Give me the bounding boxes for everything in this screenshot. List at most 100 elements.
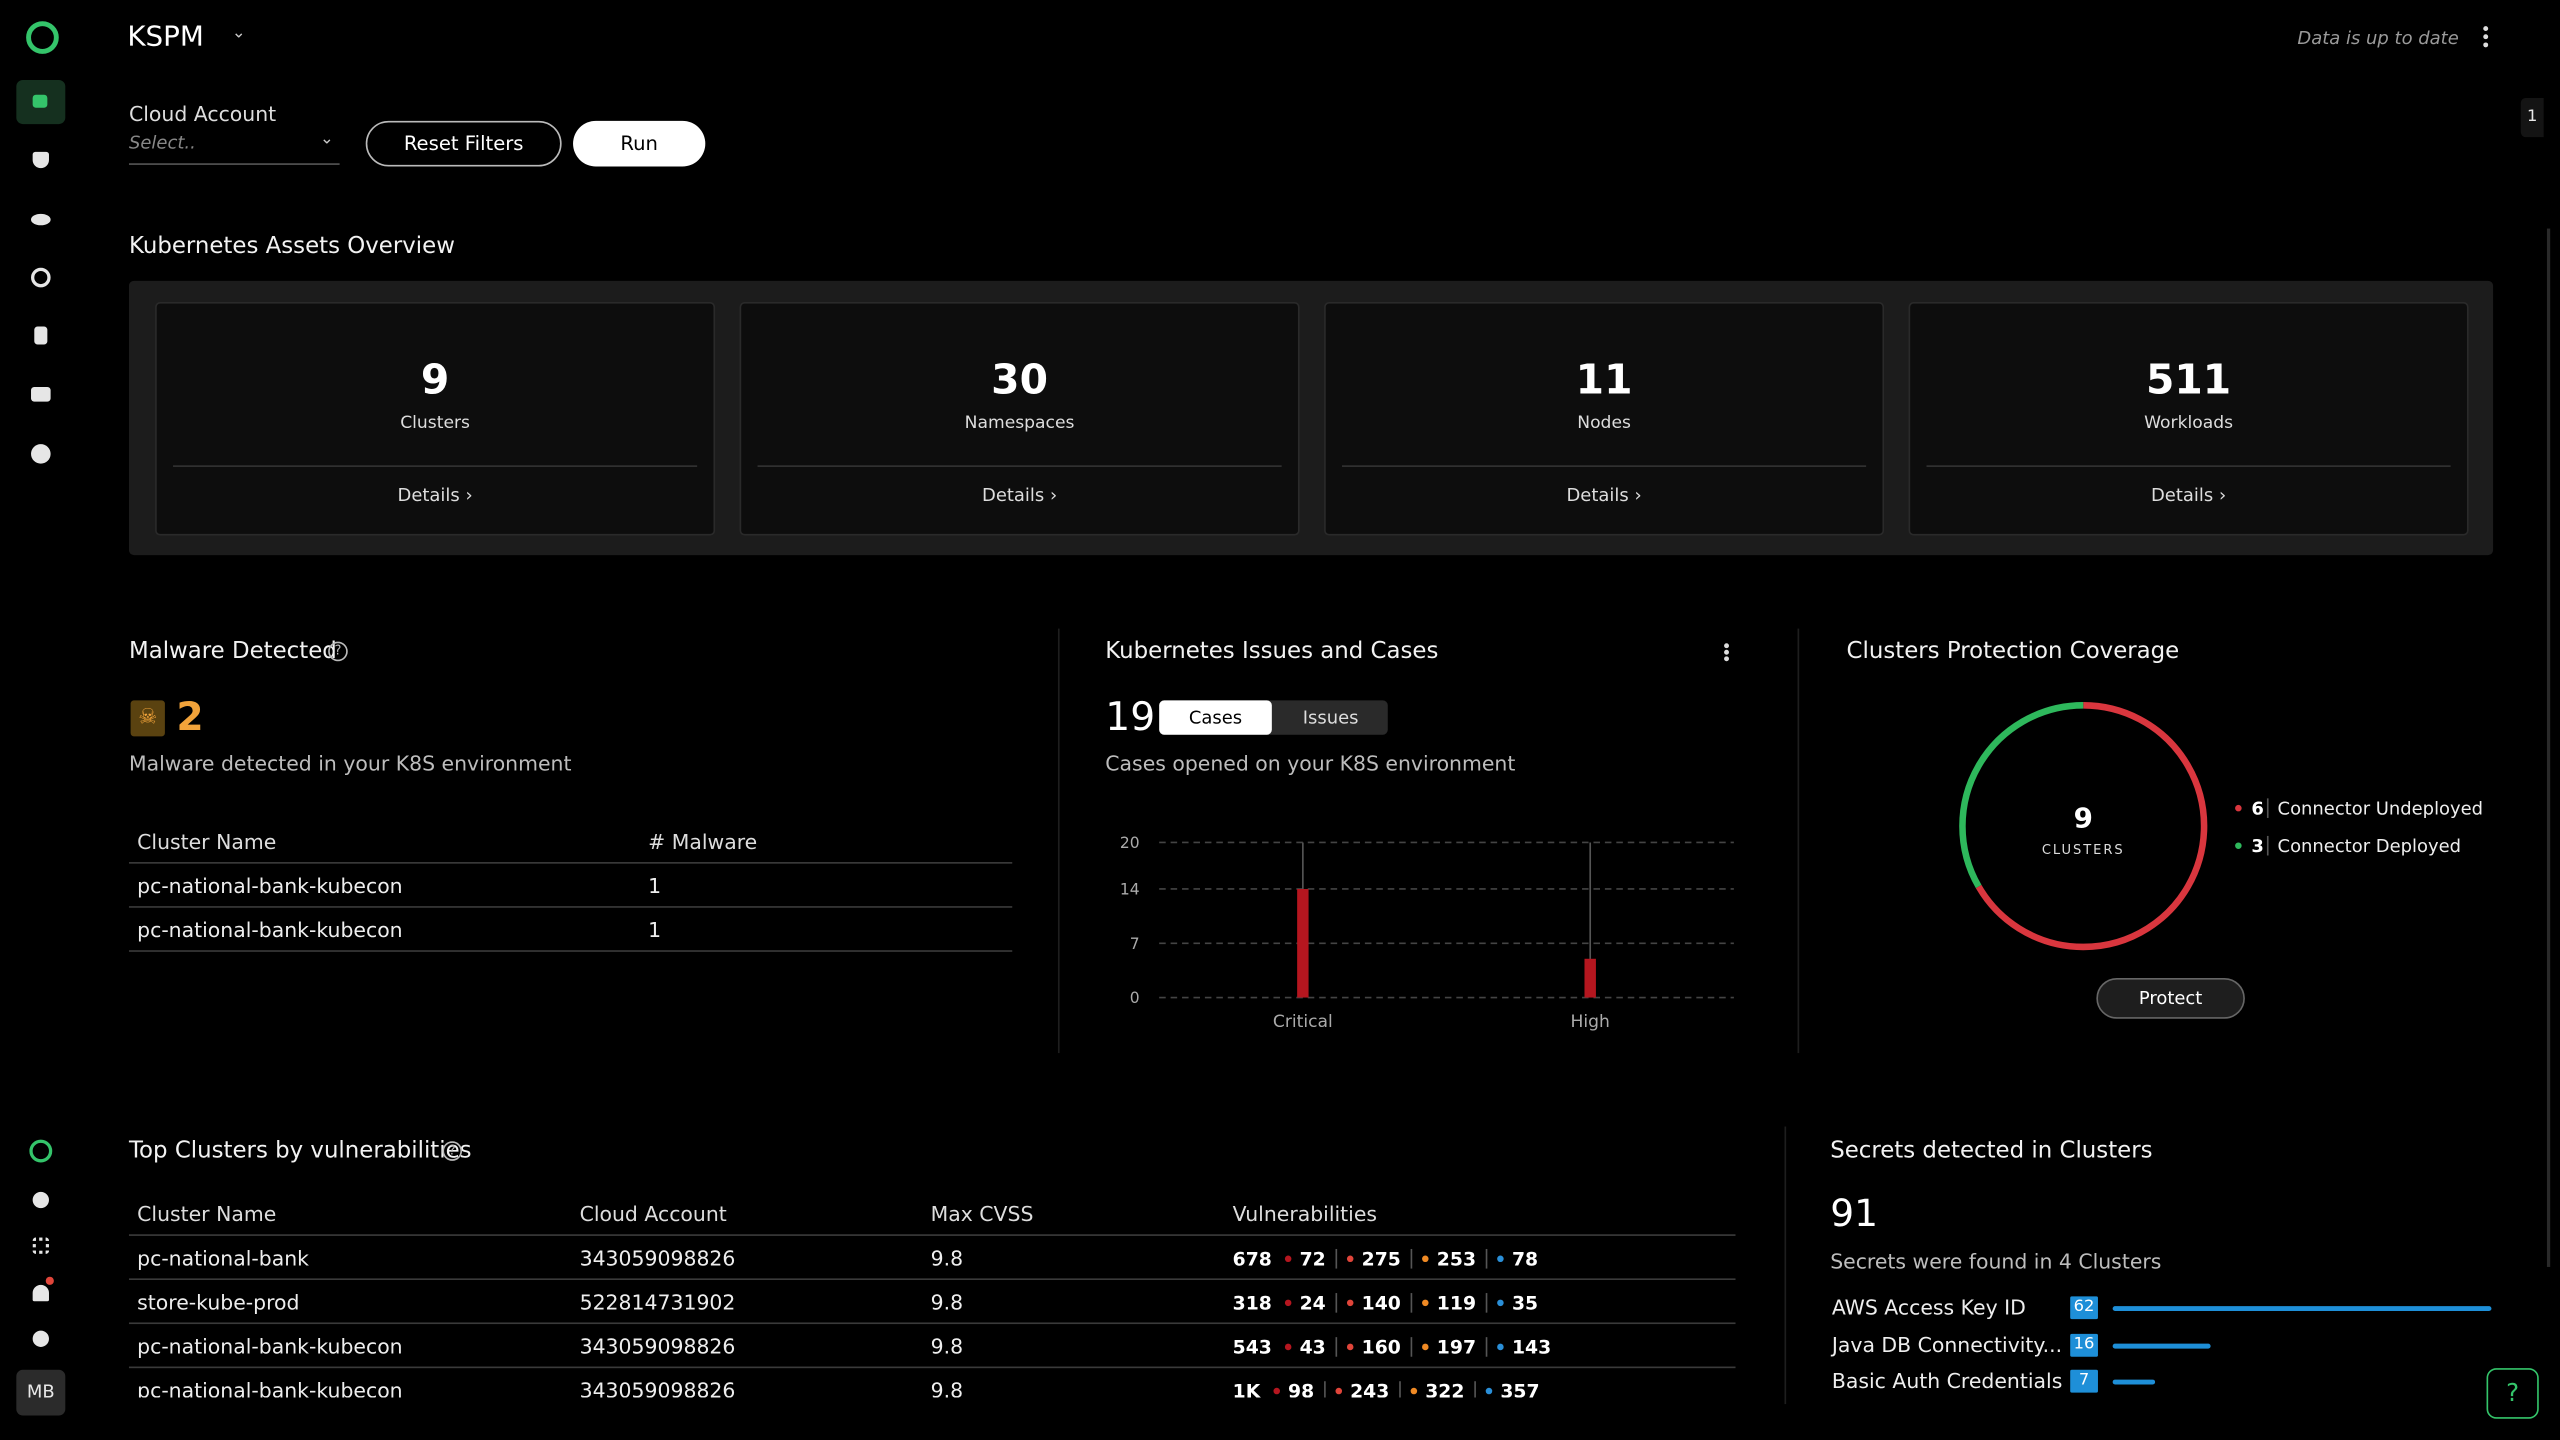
severity-dot [1410, 1387, 1418, 1395]
card-divider [1342, 465, 1867, 467]
description: Cases opened on your K8S environment [1105, 751, 1516, 776]
side-badge[interactable]: 1 [2520, 97, 2544, 138]
details-link[interactable]: Details › [1566, 484, 1642, 507]
donut-total: 9 [2074, 802, 2093, 835]
user-avatar[interactable]: MB [16, 1369, 66, 1416]
table-cell: 522814731902 [579, 1289, 736, 1315]
details-text[interactable]: Details [397, 484, 460, 507]
title-chevron[interactable]: ⌄ [231, 24, 246, 43]
select-chevron[interactable]: ⌄ [320, 130, 334, 149]
card-divider [173, 465, 698, 467]
tab[interactable]: Issues [1302, 706, 1359, 729]
nav-icon[interactable] [32, 151, 49, 169]
severity-dot [1284, 1299, 1292, 1307]
vuln-count: 72 [1299, 1247, 1326, 1271]
vuln-counts: 543 43 160 197 143 [1233, 1336, 1551, 1359]
vuln-counts: 318 24 140 119 35 [1233, 1291, 1538, 1314]
asset-card: 11 Nodes Details › [1324, 302, 1885, 536]
severity-dot [1273, 1387, 1280, 1395]
severity-dot [1346, 1343, 1354, 1351]
logo-small[interactable] [29, 1139, 53, 1163]
secret-name: Java DB Connectivity... [1831, 1331, 2063, 1356]
legend-value: 6 [2251, 799, 2263, 820]
select-underline [128, 163, 340, 165]
help-icon[interactable]: ? [442, 1141, 463, 1161]
help-icon[interactable]: ? [328, 641, 348, 662]
details-text[interactable]: Details [1566, 484, 1629, 507]
severity-dot [1284, 1255, 1292, 1263]
severity-dot [1497, 1343, 1504, 1351]
table-cell: pc-national-bank-kubecon [137, 917, 403, 943]
nav-active[interactable] [16, 80, 66, 125]
severity-dot [1284, 1343, 1292, 1351]
card-divider [1926, 465, 2451, 467]
table-cell: 9.8 [930, 1289, 964, 1315]
table-cell: 9.8 [930, 1333, 964, 1359]
nav-icon[interactable] [31, 386, 51, 402]
y-tick-label: 20 [1120, 834, 1140, 852]
details-text[interactable]: Details [981, 484, 1045, 507]
bell-icon[interactable] [32, 1284, 49, 1302]
details-link[interactable]: Details › [397, 484, 473, 507]
vuln-count: 78 [1511, 1247, 1539, 1271]
protect-button[interactable]: Protect [2096, 977, 2245, 1019]
help-icon[interactable] [32, 1330, 49, 1347]
card-value: 11 [1575, 355, 1633, 404]
reset-button[interactable]: Reset Filters [365, 120, 562, 167]
column-header: Max CVSS [930, 1201, 1034, 1227]
table-cell: 343059098826 [579, 1333, 736, 1359]
header-menu[interactable] [2483, 26, 2489, 32]
vuln-count: 140 [1361, 1291, 1401, 1315]
settings-icon[interactable] [32, 1191, 49, 1209]
x-tick-label: High [1571, 1012, 1610, 1032]
separator [1410, 1293, 1413, 1313]
column-header: Cloud Account [579, 1201, 727, 1227]
scrollbar[interactable] [2546, 228, 2551, 1267]
details-link[interactable]: Details › [981, 484, 1058, 507]
issues-count: 19 [1105, 693, 1156, 740]
nav-icon[interactable] [34, 326, 48, 345]
separator [1335, 1337, 1338, 1357]
page-title[interactable]: KSPM [127, 21, 204, 54]
tab-selected[interactable]: Cases [1159, 700, 1272, 735]
table-cell: 9.8 [930, 1245, 964, 1271]
nav-icon[interactable] [31, 444, 51, 464]
menu[interactable] [1724, 643, 1729, 649]
table-cell: 9.8 [930, 1377, 964, 1398]
secret-bar [2112, 1342, 2211, 1348]
legend-label: Connector Deployed [2278, 836, 2461, 857]
separator [1323, 1381, 1326, 1398]
help-button[interactable]: ? [2486, 1368, 2539, 1419]
section-title: Top Clusters by vulnerabilities [128, 1137, 472, 1165]
filter-select[interactable]: Select.. [128, 132, 196, 154]
logo[interactable] [26, 21, 59, 54]
vuln-count: 253 [1436, 1247, 1477, 1271]
severity-dot [1422, 1255, 1429, 1263]
severity-dot [1335, 1387, 1342, 1395]
vuln-count: 543 [1232, 1335, 1272, 1359]
apps-icon[interactable] [32, 1237, 49, 1254]
divider [1784, 1126, 1787, 1405]
y-tick-label: 14 [1120, 881, 1140, 899]
secrets-total: 91 [1830, 1193, 1879, 1236]
secret-badge: 62 [2070, 1296, 2098, 1320]
separator [1410, 1248, 1413, 1269]
nav-icon[interactable] [31, 267, 51, 288]
malware-icon: ☠ [130, 700, 165, 737]
run-button[interactable]: Run [573, 120, 706, 167]
details-link[interactable]: Details › [2150, 484, 2227, 507]
legend-label: Connector Undeployed [2278, 799, 2484, 820]
table-rule [128, 862, 1013, 864]
section-title: Kubernetes Issues and Cases [1105, 638, 1439, 665]
bar [1584, 958, 1596, 998]
separator [1399, 1381, 1401, 1398]
severity-dot [1497, 1299, 1504, 1307]
separator [1474, 1381, 1476, 1398]
details-text[interactable]: Details [2150, 484, 2214, 507]
column-header: Vulnerabilities [1232, 1201, 1378, 1227]
table-rule [128, 1366, 1736, 1369]
nav-icon[interactable] [31, 213, 51, 226]
asset-card: 511 Workloads Details › [1908, 302, 2469, 536]
